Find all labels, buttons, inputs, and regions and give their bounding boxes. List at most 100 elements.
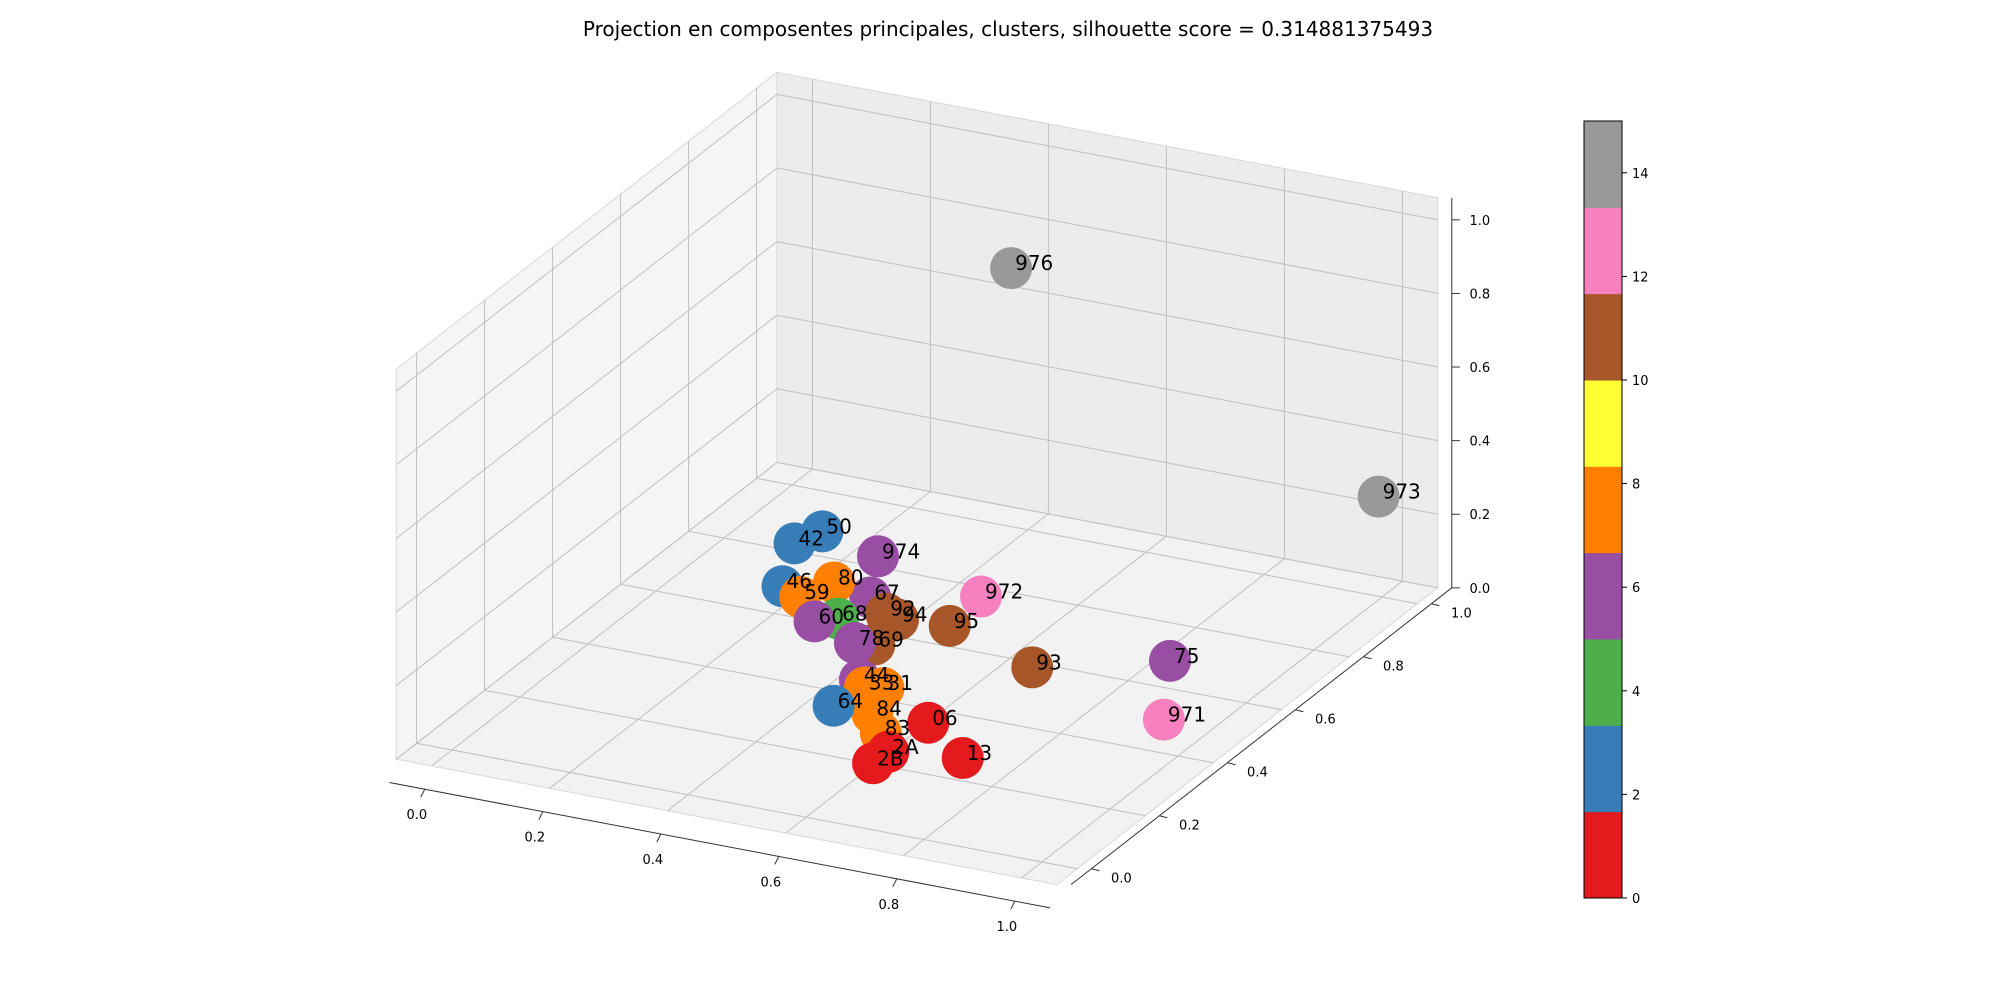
grid-line: [395, 314, 778, 613]
grid-line: [785, 535, 1167, 834]
x-tick-label: 1.0: [996, 920, 1017, 935]
scatter-point-972: [960, 575, 1002, 618]
point-marker: [990, 247, 1033, 290]
grid-line: [431, 468, 813, 767]
x-tick-label: 0.2: [524, 831, 545, 846]
point-marker: [793, 600, 836, 643]
colorbar-tick-label: 6: [1632, 581, 1640, 596]
x-tick-mark: [656, 833, 662, 843]
colorbar-segment: [1584, 811, 1622, 899]
colorbar-ticks: 0 2 4 6 8 10 12 14: [1622, 167, 1649, 907]
colorbar-tick-label: 2: [1632, 788, 1640, 803]
x-tick-label: 0.6: [760, 875, 781, 890]
point-label: 972: [985, 580, 1023, 604]
point-label: 83: [885, 716, 910, 740]
point-marker: [1357, 475, 1400, 518]
y-tick-mark: [1159, 815, 1168, 819]
point-label: 75: [1174, 644, 1199, 668]
grid-line: [395, 93, 778, 392]
point-marker: [833, 621, 876, 664]
z-tick-label: 0.0: [1469, 582, 1490, 597]
point-label: 44: [864, 663, 889, 687]
point-label: 93: [1036, 650, 1061, 674]
y-axis-ticks: 0.0 0.2 0.4 0.6 0.8 1.0: [1091, 603, 1472, 887]
colorbar-tick-label: 8: [1632, 478, 1640, 493]
grid-line: [903, 558, 1285, 856]
point-marker: [1142, 698, 1185, 741]
point-marker: [1149, 639, 1191, 682]
x-tick-label: 0.8: [878, 898, 899, 913]
point-marker: [1011, 646, 1054, 689]
y-tick-label: 1.0: [1451, 607, 1472, 622]
z-tick-label: 0.6: [1469, 361, 1490, 376]
grid-line: [395, 388, 778, 686]
colorbar-tick-label: 0: [1632, 892, 1640, 907]
colorbar-segment: [1584, 466, 1622, 554]
scatter-point-60: [793, 600, 836, 643]
z-tick-label: 0.4: [1469, 435, 1490, 450]
grid-line: [620, 583, 1282, 711]
point-marker: [857, 535, 899, 578]
grid-line: [395, 167, 778, 466]
point-label: 46: [787, 569, 812, 593]
grid-line: [776, 241, 1438, 368]
point-label: 973: [1383, 480, 1421, 504]
colorbar: [1583, 120, 1623, 899]
y-tick-label: 0.0: [1111, 872, 1132, 887]
point-marker: [773, 522, 816, 565]
x-tick-mark: [538, 811, 544, 820]
scatter-point-64: [812, 684, 855, 727]
grid-line: [776, 167, 1438, 294]
point-label: 95: [954, 609, 979, 633]
point-label: 971: [1168, 703, 1206, 727]
y-tick-mark: [1363, 656, 1372, 660]
axis-panes: [395, 71, 1439, 886]
grid-line: [776, 93, 1438, 221]
point-marker: [941, 736, 984, 779]
point-label: 33: [869, 671, 894, 695]
colorbar-segment: [1584, 293, 1622, 381]
point-label: 59: [804, 580, 829, 604]
point-label: 2A: [892, 735, 919, 759]
colorbar-tick-label: 12: [1632, 270, 1649, 285]
colorbar-segment: [1584, 207, 1622, 295]
x-tick-mark: [420, 788, 426, 798]
point-label: 976: [1015, 251, 1053, 275]
point-marker: [907, 701, 950, 744]
grid-line: [395, 241, 778, 539]
colorbar-segment: [1584, 725, 1622, 813]
point-label: 60: [819, 604, 844, 628]
scatter-point-06: [907, 701, 950, 744]
grid-lines: [395, 79, 1438, 879]
colorbar-tick-label: 4: [1632, 685, 1640, 700]
colorbar-segment: [1584, 552, 1622, 640]
x-tick-label: 0.4: [642, 853, 663, 868]
point-label: 31: [888, 671, 913, 695]
x-tick-mark: [774, 856, 780, 865]
point-marker: [960, 575, 1002, 618]
point-marker: [813, 561, 855, 604]
scatter-point-42: [773, 522, 816, 565]
grid-line: [484, 689, 1146, 817]
scatter-point-974: [857, 535, 899, 578]
x-axis-line: [389, 781, 1051, 909]
point-label: 06: [932, 706, 957, 730]
x-axis-ticks: 0.0 0.2 0.4 0.6 0.8 1.0: [406, 788, 1017, 935]
colorbar-segment: [1584, 380, 1622, 467]
scatter-point-13: [941, 736, 984, 779]
grid-line: [776, 314, 1438, 442]
point-label: 13: [967, 741, 992, 765]
y-tick-mark: [1431, 603, 1440, 607]
grid-line: [776, 461, 1438, 589]
colorbar-segment: [1584, 639, 1622, 726]
grid-line: [756, 477, 1418, 605]
scatter-point-78: [833, 621, 876, 664]
y-tick-label: 0.4: [1247, 766, 1268, 781]
colorbar-tick-label: 14: [1632, 167, 1649, 182]
point-label: 974: [882, 539, 920, 563]
y-tick-mark: [1227, 762, 1236, 766]
point-label: 94: [902, 603, 927, 627]
z-axis-ticks: 0.0 0.2 0.4 0.6 0.8 1.0: [1451, 214, 1490, 597]
scatter-point-973: [1357, 475, 1400, 518]
grid-line: [1021, 580, 1403, 879]
